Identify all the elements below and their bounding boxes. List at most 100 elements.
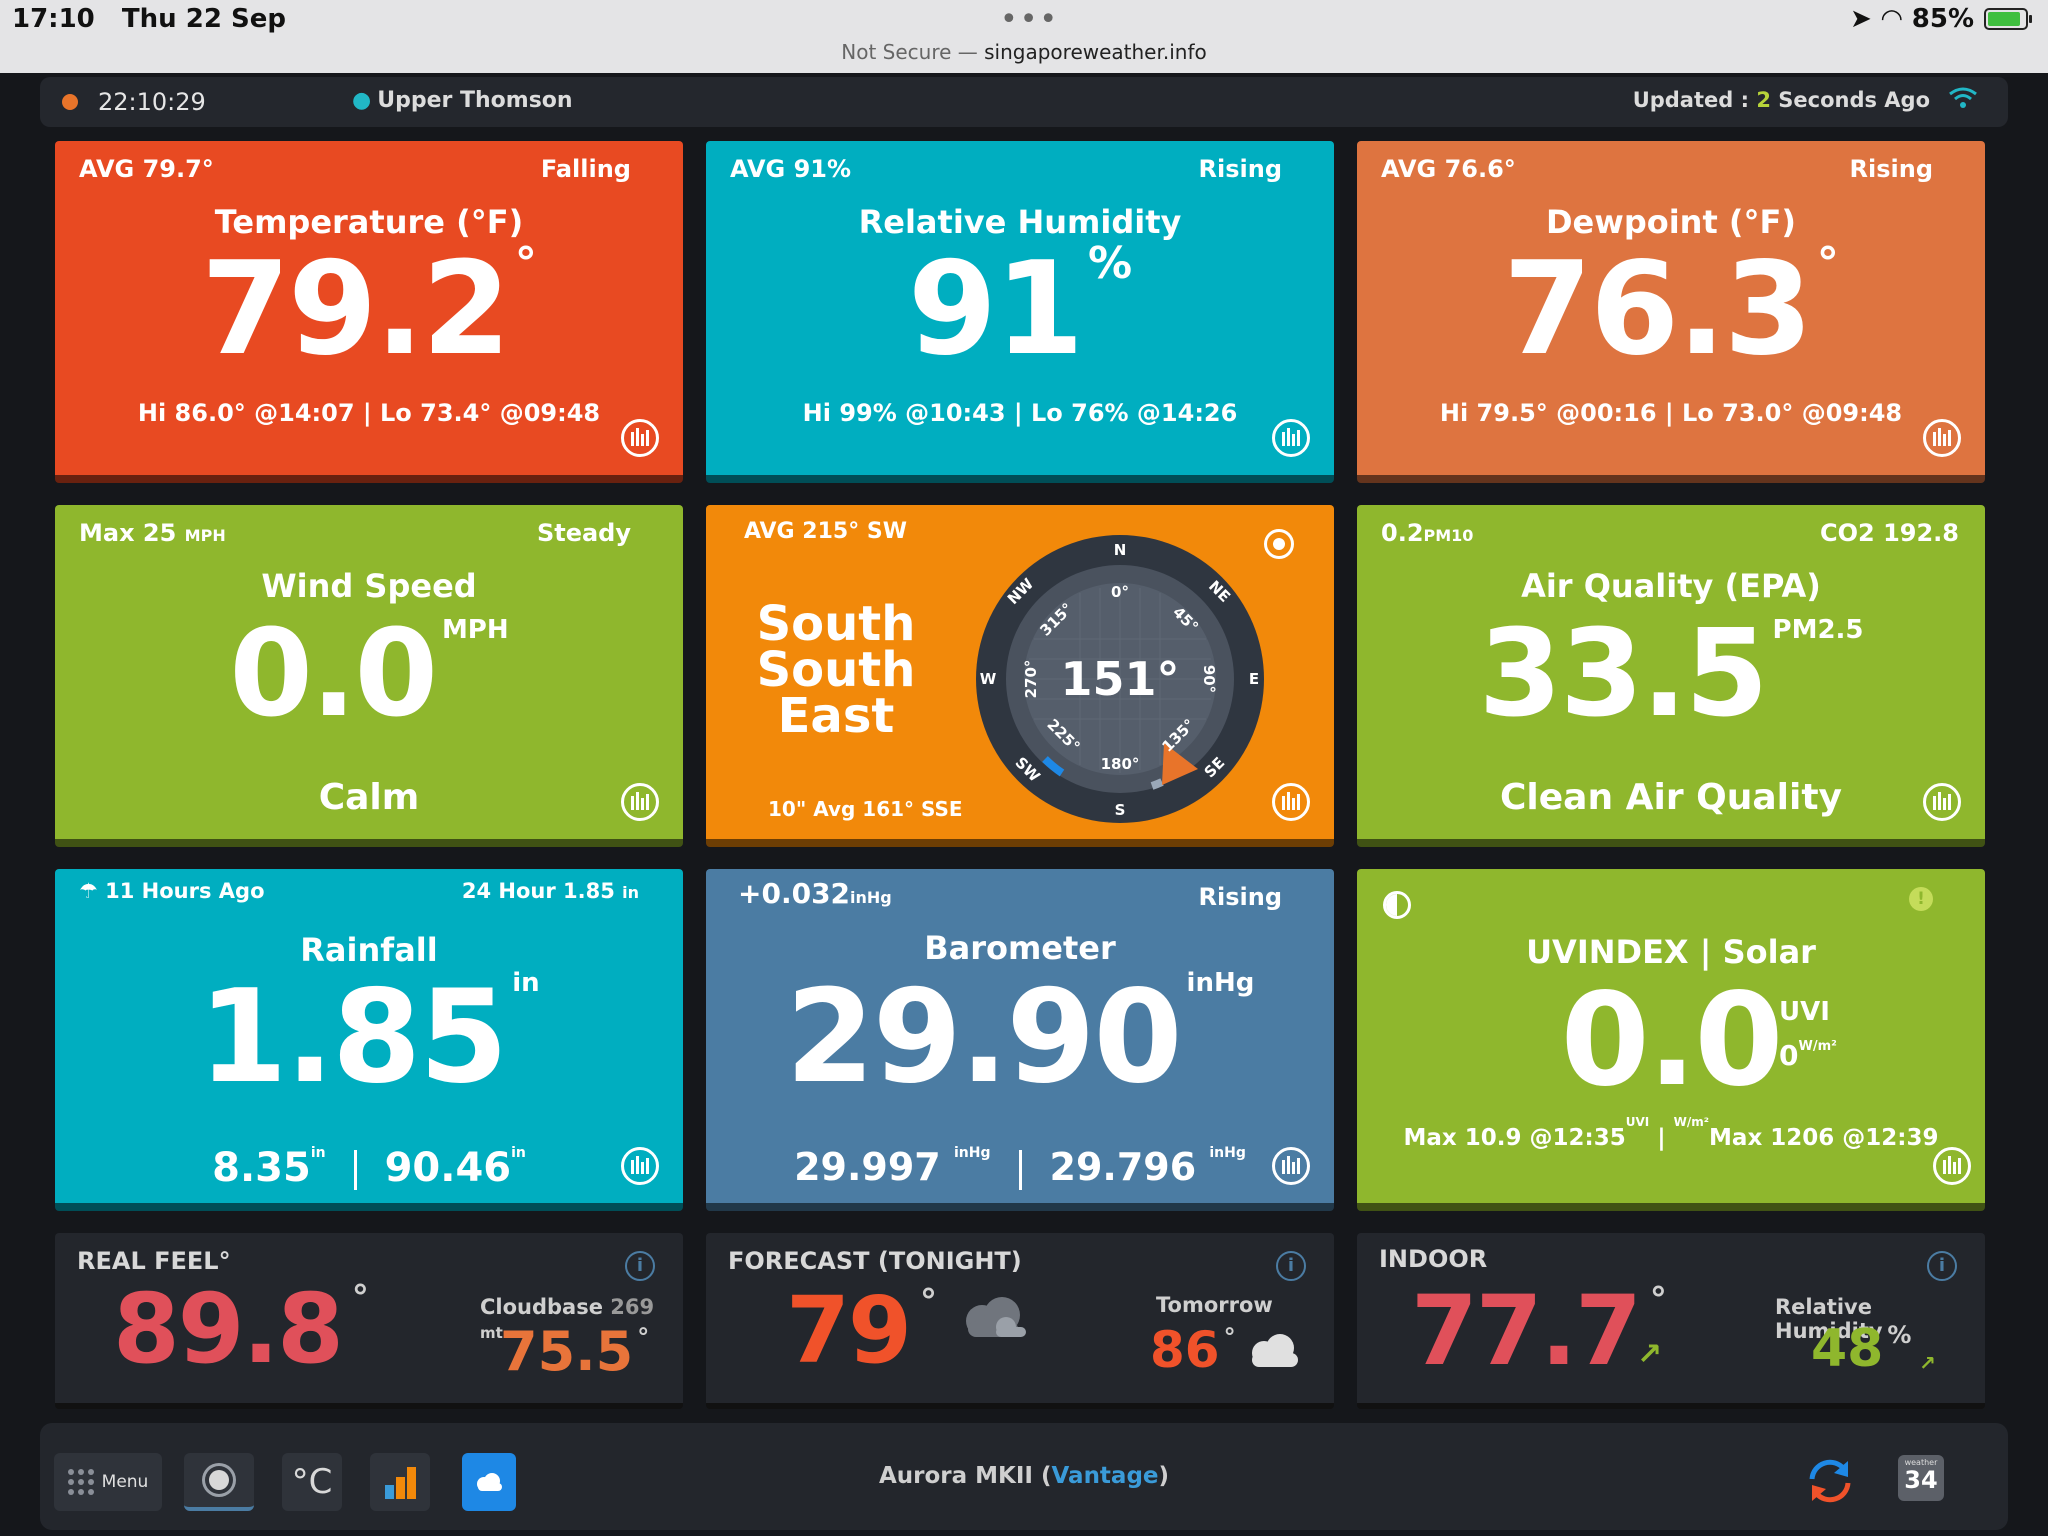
rain-24h: 24 Hour 1.85 in (461, 879, 639, 903)
wind-speed-title: Wind Speed (261, 567, 477, 605)
dewpoint-trend: Rising (1849, 155, 1933, 183)
chart-icon[interactable] (621, 419, 659, 457)
status-dot-icon (62, 94, 78, 110)
battery-percent: 85% (1911, 4, 1974, 34)
half-circle-icon[interactable] (1383, 891, 1411, 919)
chart-icon[interactable] (1272, 1147, 1310, 1185)
cloud-icon (1252, 1334, 1298, 1367)
wind-speed-value: 0.0 MPH (229, 605, 509, 744)
vantage-link[interactable]: Vantage (1051, 1463, 1159, 1489)
rainfall-tile[interactable]: ☂ 11 Hours Ago 24 Hour 1.85 in Rainfall … (55, 869, 683, 1211)
wind-dir-text: South South East (756, 596, 916, 744)
solar-value: 0W/m² (1779, 1039, 1837, 1072)
rain-last: ☂ 11 Hours Ago (79, 879, 265, 903)
weather34-button[interactable]: weather 34 (1898, 1455, 1944, 1501)
bar-chart-icon (384, 1465, 417, 1499)
humidity-hilo: Hi 99% @10:43 | Lo 76% @14:26 (802, 399, 1238, 427)
air-quality-tile[interactable]: 0.2PM10 CO2 192.8 Air Quality (EPA) 33.5… (1357, 505, 1985, 847)
compass: N NE E SE S SW W NW 0° 45° 90° 135° 180°… (976, 535, 1264, 823)
menu-icon (67, 1469, 94, 1495)
info-icon[interactable]: i (1276, 1251, 1306, 1281)
info-bar: 22:10:29 ● Upper Thomson Updated : 2 Seco… (40, 77, 2008, 127)
station-clock: 22:10:29 (98, 88, 206, 116)
humidity-value: 91% (907, 235, 1133, 384)
more-dots-icon[interactable]: ••• (1000, 2, 1060, 37)
info-icon[interactable]: i (625, 1251, 655, 1281)
location-arrow-icon: ➤ (1849, 4, 1872, 34)
wind-speed-tile[interactable]: Max 25 MPH Steady Wind Speed 0.0 MPH Calm (55, 505, 683, 847)
air-quality-title: Air Quality (EPA) (1521, 567, 1821, 605)
temperature-avg: AVG 79.7° (79, 155, 214, 183)
units-button[interactable]: °C (282, 1453, 342, 1511)
compass-w: W (980, 670, 997, 688)
real-feel-tile[interactable]: REAL FEEL° i 89.8 ° Cloudbase 269 mt 75.5… (55, 1233, 683, 1409)
menu-button[interactable]: Menu (54, 1453, 162, 1511)
indoor-humidity-label: Relative Humidity (1775, 1295, 1883, 1343)
rain-totals: 8.35in 90.46in (212, 1145, 526, 1191)
warning-icon[interactable]: ! (1909, 887, 1933, 911)
cloud-icon (966, 1297, 1026, 1337)
forecast-value: 79 ° (786, 1277, 938, 1384)
status-time: 17:10 Thu 22 Sep (12, 4, 286, 34)
dewpoint-tile[interactable]: AVG 76.6° Rising Dewpoint (°F) 76.3 ° Hi … (1357, 141, 1985, 483)
cloud-icon (477, 1473, 502, 1491)
dewpoint-avg: AVG 76.6° (1381, 155, 1516, 183)
umbrella-icon: ☂ (79, 879, 98, 903)
indoor-tile[interactable]: INDOOR i 77.7 ° ↗ Relative Humidity 48% ↗ (1357, 1233, 1985, 1409)
status-indicators: ➤ ◠ 85% (1849, 4, 2032, 34)
info-icon[interactable]: i (1927, 1251, 1957, 1281)
chart-icon[interactable] (1933, 1147, 1971, 1185)
wind-dir-foot: 10" Avg 161° SSE (768, 797, 963, 821)
temperature-value: 79.2 ° (201, 235, 537, 384)
chart-icon[interactable] (1923, 783, 1961, 821)
tomorrow-label: Tomorrow (1156, 1293, 1273, 1317)
theme-button[interactable] (184, 1453, 254, 1511)
url-bar[interactable]: Not Secure — singaporeweather.info (841, 40, 1207, 64)
pm10-value: 0.2PM10 (1381, 519, 1474, 547)
indoor-title: INDOOR (1379, 1245, 1488, 1273)
forecast-title: FORECAST (TONIGHT) (728, 1247, 1022, 1275)
baro-trend: Rising (1198, 883, 1282, 911)
tick-180: 180° (1101, 755, 1140, 773)
chart-icon[interactable] (1923, 419, 1961, 457)
forecast-tile[interactable]: FORECAST (TONIGHT) i 79 ° Tomorrow 86 ° (706, 1233, 1334, 1409)
location-pin-icon: ● (352, 88, 372, 113)
chart-icon[interactable] (621, 1147, 659, 1185)
trend-icon: ↗ (1637, 1337, 1663, 1372)
dewpoint-title: Dewpoint (°F) (1545, 203, 1796, 241)
co2-value: CO2 192.8 (1820, 519, 1959, 547)
temperature-trend: Falling (540, 155, 631, 183)
barometer-tile[interactable]: +0.032inHg Rising Barometer 29.90 inHg 29… (706, 869, 1334, 1211)
barometer-title: Barometer (924, 929, 1116, 967)
wind-direction-tile[interactable]: AVG 215° SW South South East 10" Avg 161° … (706, 505, 1334, 847)
rainfall-title: Rainfall (300, 931, 438, 969)
refresh-icon[interactable] (1802, 1453, 1858, 1509)
sun-icon (209, 1470, 229, 1490)
tick-0: 0° (1111, 583, 1129, 601)
temperature-tile[interactable]: AVG 79.7° Falling Temperature (°F) 79.2 °… (55, 141, 683, 483)
updated-status: Updated : 2 Seconds Ago (1632, 88, 1930, 112)
humidity-tile[interactable]: AVG 91% Rising Relative Humidity 91% Hi … (706, 141, 1334, 483)
indoor-humidity-value: 48% (1811, 1319, 1912, 1379)
chart-icon[interactable] (1272, 419, 1310, 457)
wifi-status-icon: ◠ (1881, 4, 1902, 34)
real-feel-second: 75.5 ° (500, 1320, 650, 1383)
target-icon[interactable] (1264, 529, 1294, 559)
chart-icon[interactable] (621, 783, 659, 821)
battery-icon (1984, 8, 2032, 30)
chart-icon[interactable] (1272, 783, 1310, 821)
forecast-button[interactable] (462, 1453, 516, 1511)
station-name: Aurora MKII (Vantage) (878, 1463, 1170, 1489)
indoor-value: 77.7 ° (1411, 1275, 1667, 1387)
air-quality-desc: Clean Air Quality (1500, 777, 1842, 818)
wind-trend: Steady (536, 519, 631, 547)
compass-n: N (1114, 541, 1127, 559)
barometer-value: 29.90 inHg (785, 963, 1255, 1112)
air-quality-value: 33.5 PM2.5 (1478, 605, 1864, 744)
dewpoint-hilo: Hi 79.5° @00:16 | Lo 73.0° @09:48 (1439, 399, 1903, 427)
station-location[interactable]: ● Upper Thomson (352, 88, 573, 113)
charts-button[interactable] (370, 1453, 430, 1511)
uv-solar-tile[interactable]: ! UVINDEX | Solar 0.0 UVI 0W/m² Max 10.9… (1357, 869, 1985, 1211)
tick-270: 270° (1022, 660, 1040, 699)
status-bar: 17:10 Thu 22 Sep ••• Not Secure — singap… (0, 0, 2048, 73)
